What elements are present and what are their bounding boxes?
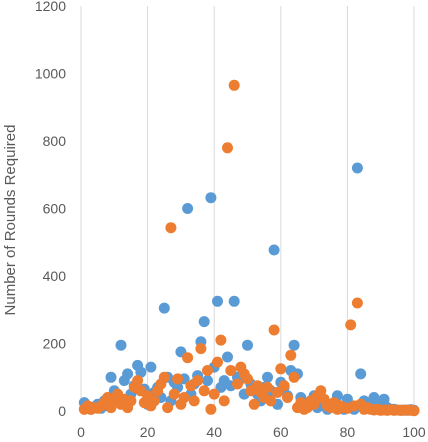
data-point (408, 405, 420, 417)
data-point (148, 395, 160, 407)
y-tick-label: 400 (43, 268, 67, 284)
data-point (232, 378, 243, 390)
data-point (198, 385, 210, 397)
data-point (351, 162, 363, 174)
data-point (135, 366, 147, 378)
data-point (208, 388, 220, 400)
data-point (188, 395, 200, 407)
data-point (178, 392, 190, 403)
data-point (288, 339, 300, 351)
x-tick-label: 80 (340, 424, 356, 440)
data-point (165, 222, 177, 234)
x-tick-label: 0 (77, 424, 85, 440)
data-point (105, 371, 117, 383)
data-point (182, 203, 194, 214)
data-point (215, 334, 227, 346)
data-point (278, 380, 290, 392)
data-point (265, 395, 277, 407)
data-point (275, 363, 287, 375)
data-point (192, 375, 204, 387)
data-point (198, 316, 210, 328)
data-point (262, 381, 273, 393)
data-point (228, 79, 240, 91)
data-point (158, 302, 170, 314)
data-point (172, 373, 184, 385)
data-point (212, 356, 223, 368)
y-axis-tick-labels: 0 200 400 600 800 1000 1200 (35, 0, 66, 419)
data-point (132, 375, 144, 387)
data-point (268, 244, 280, 256)
data-point (315, 385, 327, 397)
data-point (242, 373, 253, 385)
data-point (282, 392, 293, 403)
y-tick-label: 200 (43, 336, 67, 352)
data-point (272, 386, 283, 398)
data-point (145, 361, 157, 373)
data-point (285, 349, 297, 361)
data-points (78, 79, 420, 417)
data-point (122, 368, 134, 380)
data-point (262, 371, 273, 383)
data-point (158, 371, 170, 383)
data-point (195, 343, 207, 355)
data-point (355, 368, 367, 380)
data-point (248, 398, 260, 410)
y-axis-title: Number of Rounds Required (2, 125, 19, 316)
data-point (222, 351, 233, 363)
x-tick-label: 60 (273, 424, 289, 440)
x-tick-label: 100 (402, 424, 426, 440)
y-tick-label: 600 (43, 201, 67, 217)
data-point (242, 339, 253, 351)
data-point (115, 339, 127, 351)
data-point (205, 403, 217, 415)
x-tick-label: 40 (206, 424, 222, 440)
data-point (378, 393, 390, 405)
y-tick-label: 0 (58, 403, 66, 419)
data-point (308, 398, 320, 410)
data-point (202, 365, 213, 376)
x-tick-label: 20 (140, 424, 156, 440)
data-point (228, 295, 240, 307)
data-point (345, 319, 357, 331)
data-point (288, 371, 300, 383)
data-point (202, 375, 213, 387)
data-point (368, 392, 380, 403)
y-tick-label: 1000 (35, 66, 66, 82)
data-point (212, 295, 223, 307)
data-point (182, 352, 194, 364)
data-point (162, 402, 174, 414)
data-point (205, 192, 217, 204)
data-point (218, 395, 230, 407)
y-tick-label: 800 (43, 133, 67, 149)
data-point (225, 365, 237, 376)
gridlines (80, 6, 415, 411)
x-axis-tick-labels: 0 20 40 60 80 100 (77, 424, 426, 440)
data-point (222, 142, 233, 154)
y-tick-label: 1200 (35, 0, 66, 14)
data-point (351, 297, 363, 309)
data-point (168, 388, 180, 400)
data-point (125, 395, 137, 407)
series-2 (78, 79, 420, 417)
data-point (268, 324, 280, 336)
